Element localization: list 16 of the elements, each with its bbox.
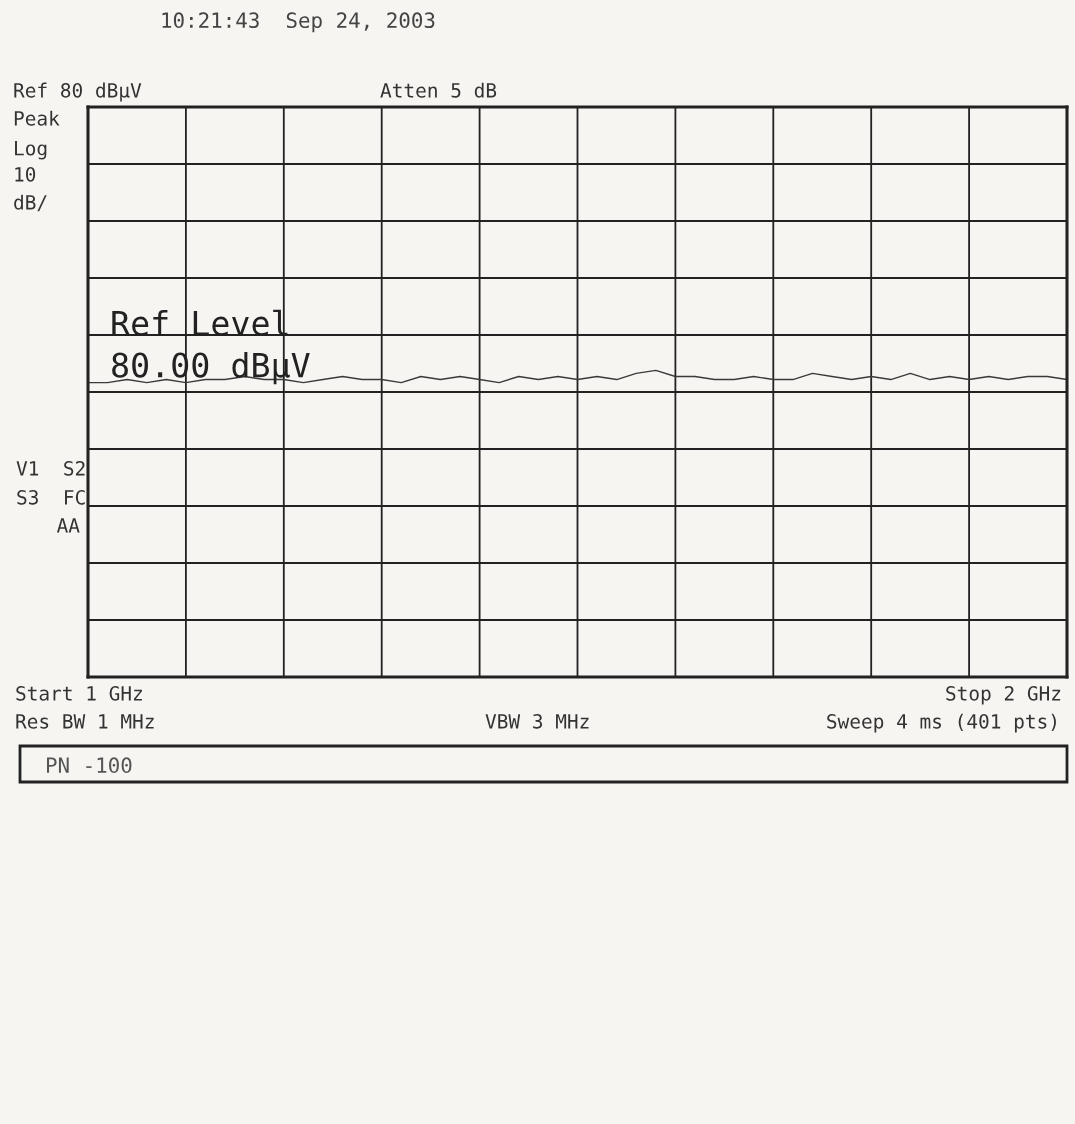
text: AA (56, 518, 80, 533)
text: Atten 5 dB (380, 82, 497, 98)
text: Start 1 GHz (16, 685, 142, 701)
text: V1 S2 (16, 460, 85, 476)
text: Peak (14, 110, 60, 126)
text: 10:21:43 Sep 24, 2003 (162, 12, 435, 33)
text: dB/ (14, 194, 47, 212)
text: S3 FC (17, 489, 85, 505)
text: Res BW 1 MHz (16, 714, 154, 729)
text: Log (15, 141, 47, 160)
text: Ref 80 dBµV (14, 82, 142, 102)
text: Stop 2 GHz (946, 685, 1061, 705)
text: VBW 3 MHz (485, 713, 589, 729)
text: PN -100 (47, 757, 132, 774)
text: 10 (15, 166, 36, 182)
text: Sweep 4 ms (401 pts) (827, 713, 1056, 733)
